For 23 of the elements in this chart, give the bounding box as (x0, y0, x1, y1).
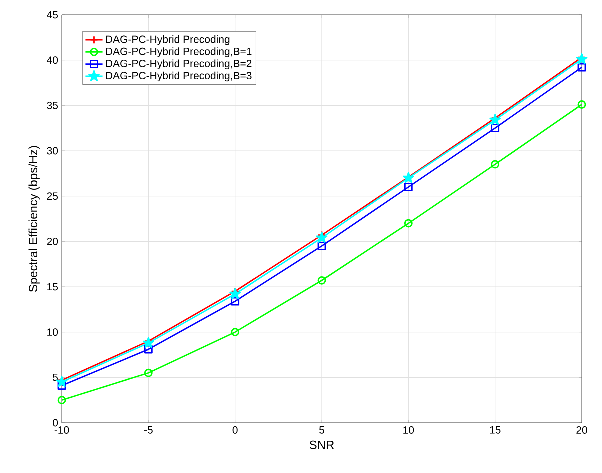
y-tick-label: 45 (47, 11, 58, 19)
legend-label: DAG-PC-Hybrid Precoding,B=1 (106, 48, 252, 58)
legend-label: DAG-PC-Hybrid Precoding (106, 36, 230, 46)
x-tick-label: 5 (320, 426, 324, 434)
x-tick-label: -10 (54, 426, 70, 434)
x-tick-label: -5 (144, 426, 153, 434)
y-tick-label: 5 (53, 374, 58, 382)
y-tick-label: 15 (48, 283, 58, 291)
y-tick-label: 25 (47, 192, 58, 200)
x-tick-label: 15 (490, 426, 501, 434)
x-tick-label: 10 (404, 426, 414, 434)
x-axis-title: SNR (310, 440, 334, 450)
y-tick-label: 30 (47, 147, 58, 155)
legend-label: DAG-PC-Hybrid Precoding,B=3 (106, 72, 252, 82)
x-tick-label: 0 (232, 426, 238, 434)
y-tick-label: 0 (53, 419, 58, 427)
legend-label: DAG-PC-Hybrid Precoding,B=2 (106, 60, 252, 70)
x-tick-label: 20 (576, 426, 588, 434)
y-tick-label: 20 (47, 238, 58, 246)
y-tick-label: 40 (47, 56, 58, 64)
y-tick-label: 10 (48, 328, 58, 336)
y-axis-title: Spectral Efficiency (bps/Hz) (28, 146, 40, 292)
y-tick-label: 35 (47, 102, 58, 110)
